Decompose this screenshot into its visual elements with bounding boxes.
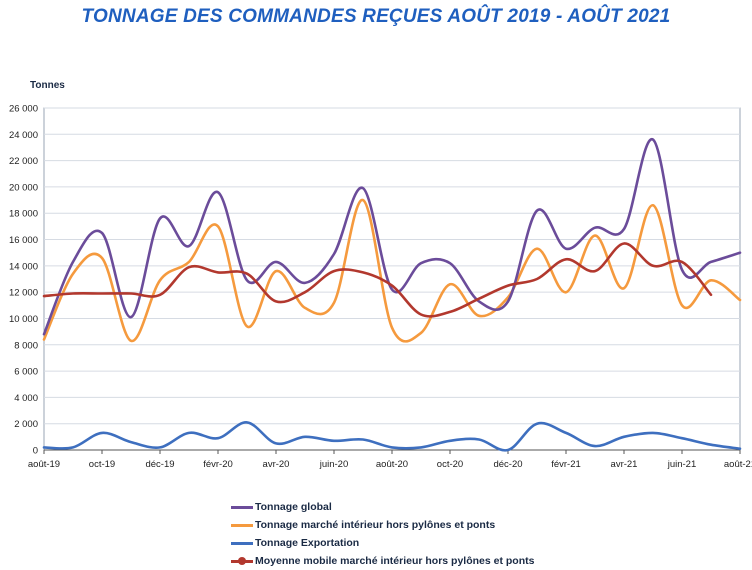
- series-line-moyenne-mobile-marche-interieur-hors-pylones-et-ponts: [42, 242, 713, 318]
- legend-label: Moyenne mobile marché intérieur hors pyl…: [255, 555, 535, 567]
- legend-label: Tonnage marché intérieur hors pylônes et…: [255, 519, 496, 531]
- y-tick-label: 14 000: [9, 261, 38, 272]
- legend-swatch: [231, 505, 253, 509]
- y-tick-label: 12 000: [9, 288, 38, 299]
- grid: [43, 107, 741, 451]
- y-tick-label: 22 000: [9, 156, 38, 167]
- x-tick-label: avr-21: [611, 459, 638, 470]
- legend-swatch: [231, 523, 253, 527]
- x-tick-label: oct-19: [89, 459, 115, 470]
- series-lines: [42, 138, 742, 452]
- chart-title: TONNAGE DES COMMANDES REÇUES AOÛT 2019 -…: [81, 6, 671, 27]
- y-tick-label: 18 000: [9, 209, 38, 220]
- y-tick-label: 0: [33, 446, 38, 457]
- x-tick-label: déc-20: [493, 459, 522, 470]
- y-tick-label: 10 000: [9, 314, 38, 325]
- y-tick-label: 8 000: [14, 340, 38, 351]
- legend-label: Tonnage Exportation: [255, 537, 360, 549]
- y-tick-label: 16 000: [9, 235, 38, 246]
- axes: 0 2 000 4 000 6 000 8 000 10 000 12 000 14 000 1…: [9, 104, 752, 471]
- y-axis-label: Tonnes: [30, 80, 65, 91]
- x-tick-label: juin-21: [667, 459, 697, 470]
- legend-item: Tonnage Exportation: [231, 534, 534, 552]
- x-tick-label: févr-20: [203, 459, 233, 470]
- plot-area: [43, 107, 741, 451]
- y-tick-label: 6 000: [14, 367, 38, 378]
- y-tick-label: 24 000: [9, 130, 38, 141]
- legend-label: Tonnage global: [255, 501, 332, 513]
- y-tick-label: 2 000: [14, 419, 38, 430]
- series-line-tonnage-global: [42, 138, 742, 336]
- legend-item: Tonnage marché intérieur hors pylônes et…: [231, 516, 534, 534]
- x-tick-label: oct-20: [437, 459, 463, 470]
- legend-item: Tonnage global: [231, 498, 534, 516]
- legend: Tonnage global Tonnage marché intérieur h…: [231, 498, 534, 570]
- legend-item: Moyenne mobile marché intérieur hors pyl…: [231, 552, 534, 570]
- x-tick-label: août-20: [376, 459, 408, 470]
- x-tick-label: avr-20: [263, 459, 290, 470]
- x-tick-label: août-21: [724, 459, 752, 470]
- series-line-tonnage-exportation: [42, 421, 742, 452]
- x-tick-label: déc-19: [145, 459, 174, 470]
- x-tick-label: août-19: [28, 459, 60, 470]
- x-tick-label: févr-21: [551, 459, 581, 470]
- y-tick-label: 26 000: [9, 104, 38, 115]
- y-tick-label: 4 000: [14, 393, 38, 404]
- legend-marker-icon: [238, 556, 246, 565]
- legend-swatch: [231, 541, 253, 545]
- series-line-tonnage-marche-interieur-hors-pylones-et-ponts: [42, 198, 742, 343]
- legend-swatch: [231, 556, 253, 565]
- y-tick-label: 20 000: [9, 182, 38, 193]
- x-tick-label: juin-20: [319, 459, 349, 470]
